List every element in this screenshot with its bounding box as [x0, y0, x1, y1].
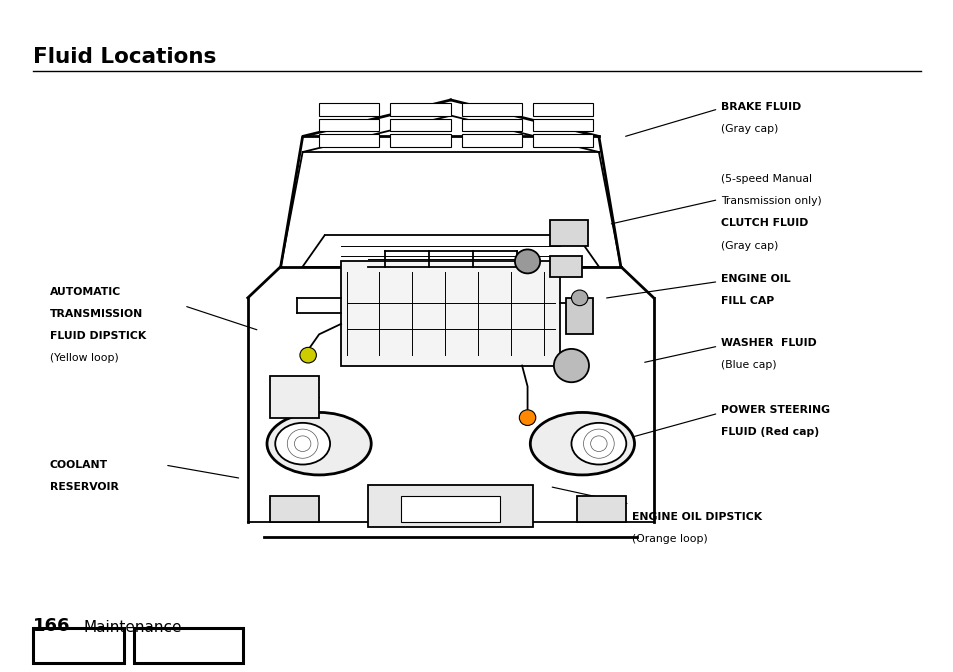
- Text: POWER STEERING: POWER STEERING: [720, 405, 829, 415]
- Bar: [318, 119, 379, 131]
- Bar: [318, 103, 379, 116]
- Text: (Orange loop): (Orange loop): [631, 534, 706, 544]
- Bar: [341, 261, 559, 366]
- Bar: [368, 485, 533, 527]
- Bar: [461, 134, 521, 146]
- Bar: [461, 119, 521, 131]
- Text: (Blue cap): (Blue cap): [720, 360, 776, 370]
- Bar: [270, 496, 318, 521]
- Text: Transmission only): Transmission only): [720, 196, 821, 206]
- Bar: [533, 119, 593, 131]
- Text: ENGINE OIL DIPSTICK: ENGINE OIL DIPSTICK: [631, 512, 760, 522]
- Circle shape: [515, 249, 539, 274]
- Text: FILL CAP: FILL CAP: [720, 296, 774, 306]
- Text: (Gray cap): (Gray cap): [720, 241, 778, 251]
- Bar: [461, 103, 521, 116]
- Text: 166: 166: [33, 617, 71, 635]
- Text: CLUTCH FLUID: CLUTCH FLUID: [720, 218, 808, 228]
- Text: (Gray cap): (Gray cap): [720, 124, 778, 134]
- Bar: [270, 376, 318, 417]
- Bar: [390, 134, 451, 146]
- Text: FLUID (Red cap): FLUID (Red cap): [720, 427, 819, 437]
- Bar: [549, 256, 581, 277]
- Ellipse shape: [274, 423, 330, 464]
- Text: TRANSMISSION: TRANSMISSION: [50, 309, 143, 319]
- Bar: [33, 628, 124, 663]
- Circle shape: [571, 290, 587, 306]
- Ellipse shape: [571, 423, 626, 464]
- Bar: [133, 628, 243, 663]
- Text: Maintenance: Maintenance: [84, 620, 182, 635]
- Circle shape: [518, 410, 536, 425]
- Bar: [549, 220, 587, 246]
- Circle shape: [554, 349, 588, 382]
- Ellipse shape: [267, 413, 371, 475]
- Text: (Yellow loop): (Yellow loop): [50, 353, 118, 364]
- Bar: [565, 298, 593, 334]
- Bar: [577, 496, 626, 521]
- Bar: [318, 134, 379, 146]
- Bar: [533, 134, 593, 146]
- Text: COOLANT: COOLANT: [50, 460, 108, 470]
- Circle shape: [299, 347, 316, 363]
- Text: (5-speed Manual: (5-speed Manual: [720, 174, 811, 184]
- Text: BRAKE FLUID: BRAKE FLUID: [720, 102, 801, 112]
- Text: AUTOMATIC: AUTOMATIC: [50, 287, 121, 297]
- Text: Fluid Locations: Fluid Locations: [33, 47, 216, 67]
- Text: ENGINE OIL: ENGINE OIL: [720, 274, 790, 284]
- Text: WASHER  FLUID: WASHER FLUID: [720, 338, 816, 348]
- Bar: [390, 103, 451, 116]
- Bar: [390, 119, 451, 131]
- Bar: [533, 103, 593, 116]
- Text: FLUID DIPSTICK: FLUID DIPSTICK: [50, 331, 146, 341]
- Bar: [401, 496, 499, 521]
- Ellipse shape: [530, 413, 634, 475]
- Text: RESERVOIR: RESERVOIR: [50, 482, 118, 493]
